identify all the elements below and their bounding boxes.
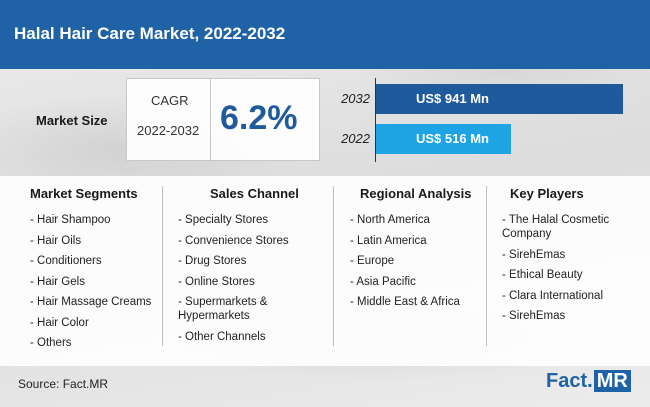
column-heading: Key Players [510, 186, 584, 201]
cagr-label: CAGR [151, 93, 189, 108]
year-label: 2032 [341, 91, 370, 106]
column-heading: Regional Analysis [360, 186, 472, 201]
details-panel [0, 176, 650, 366]
cagr-divider [210, 79, 211, 162]
list-item: - Middle East & Africa [350, 296, 460, 308]
bar-2022: US$ 516 Mn [376, 124, 511, 154]
column-regional-analysis: Regional Analysis - North America - Latin… [350, 186, 480, 316]
column-heading: Sales Channel [210, 186, 299, 201]
list-item: - Convenience Stores [178, 234, 289, 247]
page-title: Halal Hair Care Market, 2022-2032 [14, 24, 286, 43]
list-item: - Supermarkets & Hypermarkets [178, 296, 268, 322]
list-item: - The Halal Cosmetic Company [502, 214, 610, 240]
list-item: - Other Channels [178, 330, 266, 343]
logo-part2: MR [593, 370, 631, 392]
list-item: - Others [30, 337, 72, 349]
header-banner: Halal Hair Care Market, 2022-2032 [0, 0, 650, 69]
list-item: - Clara International [502, 289, 603, 302]
factmr-logo: Fact. MR [546, 370, 631, 396]
list-item: - Online Stores [178, 275, 255, 288]
list-item: - Ethical Beauty [502, 269, 583, 281]
list-item: - Conditioners [30, 255, 102, 267]
list-item: - Hair Massage Creams [30, 296, 152, 308]
bar-2032: US$ 941 Mn [376, 84, 623, 114]
bar-data-label: US$ 516 Mn [416, 131, 489, 146]
list-item: - Hair Shampoo [30, 214, 111, 226]
logo-part1: Fact [546, 370, 588, 392]
column-sales-channel: Sales Channel - Specialty Stores - Conven… [178, 186, 328, 350]
column-divider [162, 186, 163, 346]
list-item: - Hair Color [30, 316, 89, 329]
column-divider [486, 186, 487, 346]
column-divider [333, 186, 334, 346]
chart-axis [375, 78, 376, 162]
column-key-players: Key Players - The Halal Cosmetic Company… [502, 186, 632, 330]
market-size-chart: 2032 US$ 941 Mn 2022 US$ 516 Mn [330, 78, 640, 162]
source-note: Source: Fact.MR [18, 377, 109, 391]
column-market-segments: Market Segments - Hair Shampoo - Hair Oil… [30, 186, 160, 357]
list-item: - SirehEmas [502, 310, 566, 322]
year-label: 2022 [341, 131, 370, 146]
cagr-years: 2022-2032 [137, 123, 200, 138]
list-item: - Specialty Stores [178, 214, 269, 226]
list-item: - Latin America [350, 234, 427, 247]
bar-data-label: US$ 941 Mn [416, 91, 489, 106]
list-item: - Europe [350, 255, 395, 267]
list-item: - SirehEmas [502, 248, 566, 261]
list-item: - Asia Pacific [350, 275, 416, 288]
cagr-box: CAGR 2022-2032 6.2% [126, 78, 320, 162]
list-item: - Drug Stores [178, 255, 247, 267]
market-size-label: Market Size [36, 113, 108, 128]
list-item: - Hair Oils [30, 234, 82, 247]
column-heading: Market Segments [30, 186, 138, 201]
logo-dot: . [587, 370, 593, 392]
list-item: - North America [350, 214, 430, 226]
cagr-value: 6.2% [220, 99, 298, 137]
list-item: - Hair Gels [30, 275, 85, 288]
